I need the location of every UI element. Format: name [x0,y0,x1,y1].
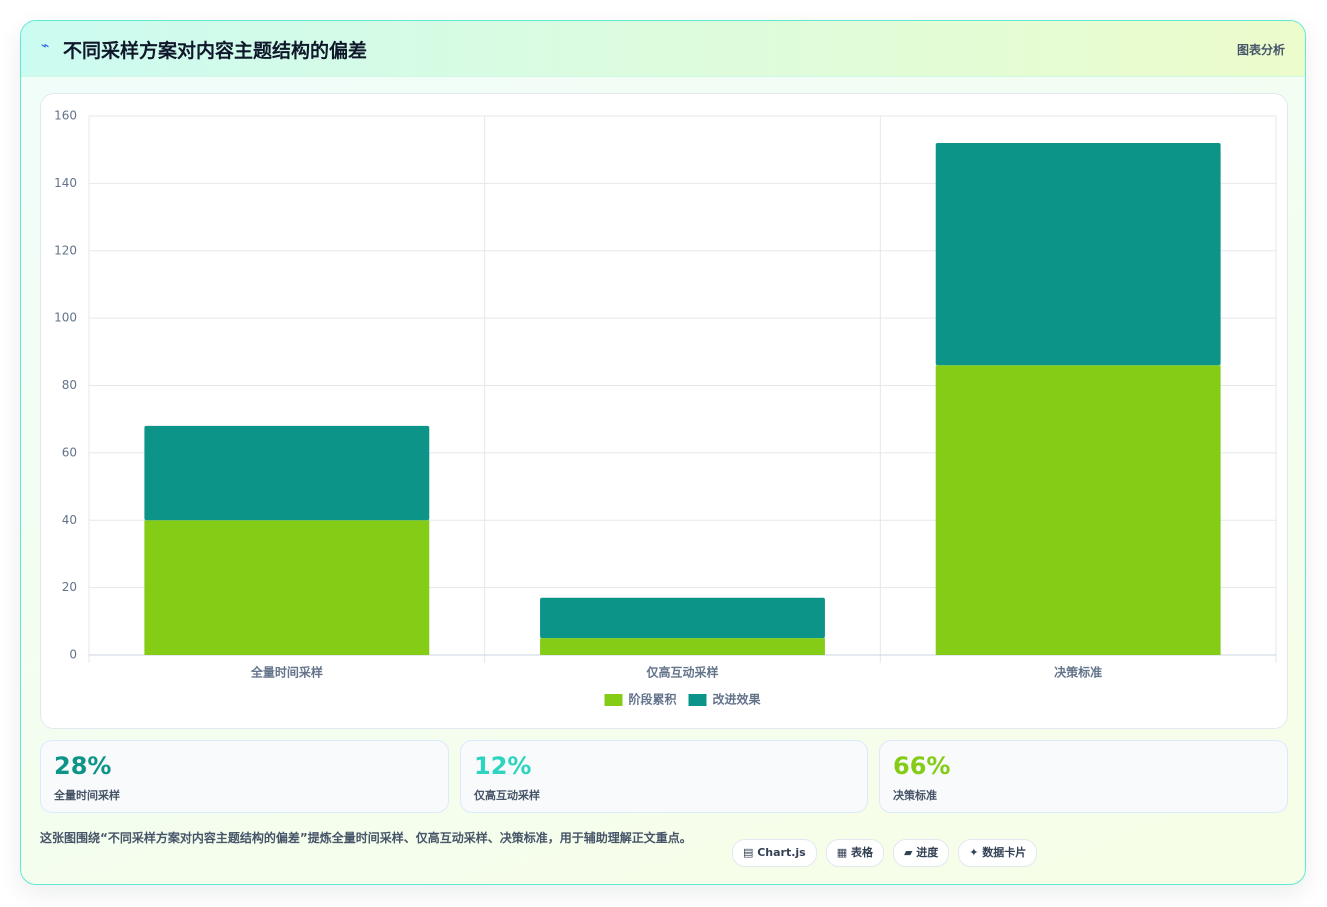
bar [144,425,430,521]
stat-value: 66% [893,752,951,780]
stat-card: 28% 全量时间采样 [40,740,449,813]
stat-label: 全量时间采样 [54,789,120,802]
x-tick-label: 仅高互动采样 [645,665,718,680]
bar [935,142,1221,366]
bar [540,638,825,655]
chip[interactable]: ✦ 数据卡片 [958,839,1038,867]
y-tick-label: 40 [62,513,77,527]
stat-card: 66% 决策标准 [879,740,1288,813]
y-tick-label: 80 [62,378,77,392]
y-tick-label: 20 [62,580,77,594]
stat-card: 12% 仅高互动采样 [460,740,868,813]
chart-panel: 0 20 40 60 80 100 120 140 160 全量时间采样 仅高互动采样 决策标准阶段累… [40,93,1288,729]
x-tick-label: 全量时间采样 [250,665,323,680]
x-tick-label: 决策标准 [1054,665,1102,680]
bar [144,520,430,655]
y-tick-label: 100 [54,311,77,325]
stat-label: 仅高互动采样 [474,789,540,802]
bar [935,365,1221,655]
card: ⌁ 不同采样方案对内容主题结构的偏差 图表分析 0 20 40 60 80 100 120 1… [20,20,1306,885]
y-tick-label: 0 [69,648,77,662]
footer-text: 这张图围绕“不同采样方案对内容主题结构的偏差”提炼全量时间采样、仅高互动采样、决… [40,831,692,845]
stat-value: 12% [474,752,532,780]
stat-value: 28% [54,752,112,780]
legend-swatch [688,694,707,706]
header-action[interactable]: 图表分析 [1236,43,1285,57]
legend-label: 阶段累积 [628,692,676,707]
header-title: 不同采样方案对内容主题结构的偏差 [63,40,368,62]
legend-swatch [604,694,623,706]
y-tick-label: 120 [54,243,77,257]
header: ⌁ 不同采样方案对内容主题结构的偏差 图表分析 [21,21,1305,77]
y-tick-label: 160 [54,109,77,123]
y-tick-label: 140 [54,176,77,190]
legend-label: 改进效果 [713,692,761,707]
chip[interactable]: ▦ 表格 [825,839,884,867]
chip[interactable]: ▤ Chart.js [732,839,817,867]
header-icon: ⌁ [41,38,50,54]
chip[interactable]: ▰ 进度 [892,839,950,867]
bar [540,597,825,639]
chart: 0 20 40 60 80 100 120 140 160 全量时间采样 仅高互动采样 决策标准阶段累… [54,109,1277,707]
y-tick-label: 60 [62,445,77,459]
chip-row: ▤ Chart.js ▦ 表格 ▰ 进度 ✦ 数据卡片 [732,839,1038,867]
stat-label: 决策标准 [893,789,937,802]
